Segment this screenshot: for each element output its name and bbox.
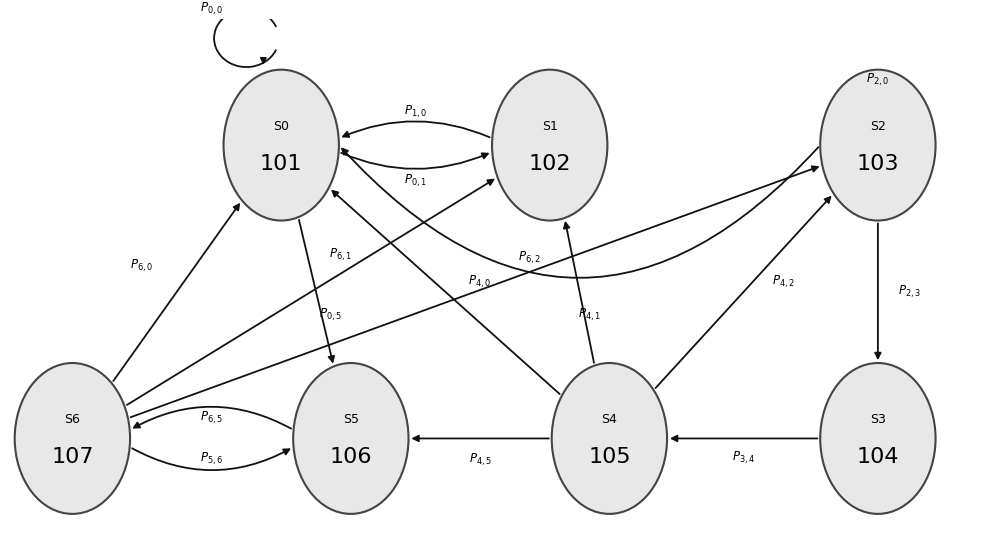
Ellipse shape — [820, 70, 936, 221]
Text: S3: S3 — [870, 413, 886, 426]
Ellipse shape — [224, 70, 339, 221]
Ellipse shape — [15, 363, 130, 514]
Text: P$_{6,0}$: P$_{6,0}$ — [130, 257, 154, 274]
Ellipse shape — [492, 70, 607, 221]
Text: 101: 101 — [260, 154, 302, 174]
Text: P$_{5,6}$: P$_{5,6}$ — [200, 451, 223, 467]
Text: S0: S0 — [273, 120, 289, 133]
Ellipse shape — [820, 363, 936, 514]
Text: 103: 103 — [857, 154, 899, 174]
Text: P$_{0,1}$: P$_{0,1}$ — [404, 173, 427, 189]
Text: S4: S4 — [601, 413, 617, 426]
Text: 105: 105 — [588, 447, 631, 467]
Text: 104: 104 — [857, 447, 899, 467]
Text: P$_{0,0}$: P$_{0,0}$ — [200, 1, 223, 17]
Text: P$_{1,0}$: P$_{1,0}$ — [404, 104, 427, 121]
Text: 102: 102 — [528, 154, 571, 174]
Text: P$_{2,0}$: P$_{2,0}$ — [866, 72, 890, 88]
Text: P$_{4,5}$: P$_{4,5}$ — [469, 451, 492, 467]
Text: 107: 107 — [51, 447, 94, 467]
Text: S5: S5 — [343, 413, 359, 426]
Text: 106: 106 — [330, 447, 372, 467]
Text: S1: S1 — [542, 120, 558, 133]
Text: S2: S2 — [870, 120, 886, 133]
Ellipse shape — [552, 363, 667, 514]
Text: P$_{2,3}$: P$_{2,3}$ — [898, 283, 921, 300]
Text: P$_{4,1}$: P$_{4,1}$ — [578, 307, 601, 323]
Text: P$_{6,1}$: P$_{6,1}$ — [329, 247, 352, 263]
Text: P$_{4,2}$: P$_{4,2}$ — [772, 273, 795, 289]
Text: P$_{6,2}$: P$_{6,2}$ — [518, 250, 541, 266]
Text: P$_{0,5}$: P$_{0,5}$ — [319, 307, 343, 323]
Text: P$_{3,4}$: P$_{3,4}$ — [732, 449, 755, 466]
Text: P$_{6,5}$: P$_{6,5}$ — [200, 410, 223, 426]
Text: S6: S6 — [64, 413, 80, 426]
Ellipse shape — [293, 363, 409, 514]
Text: P$_{4,0}$: P$_{4,0}$ — [468, 273, 492, 289]
